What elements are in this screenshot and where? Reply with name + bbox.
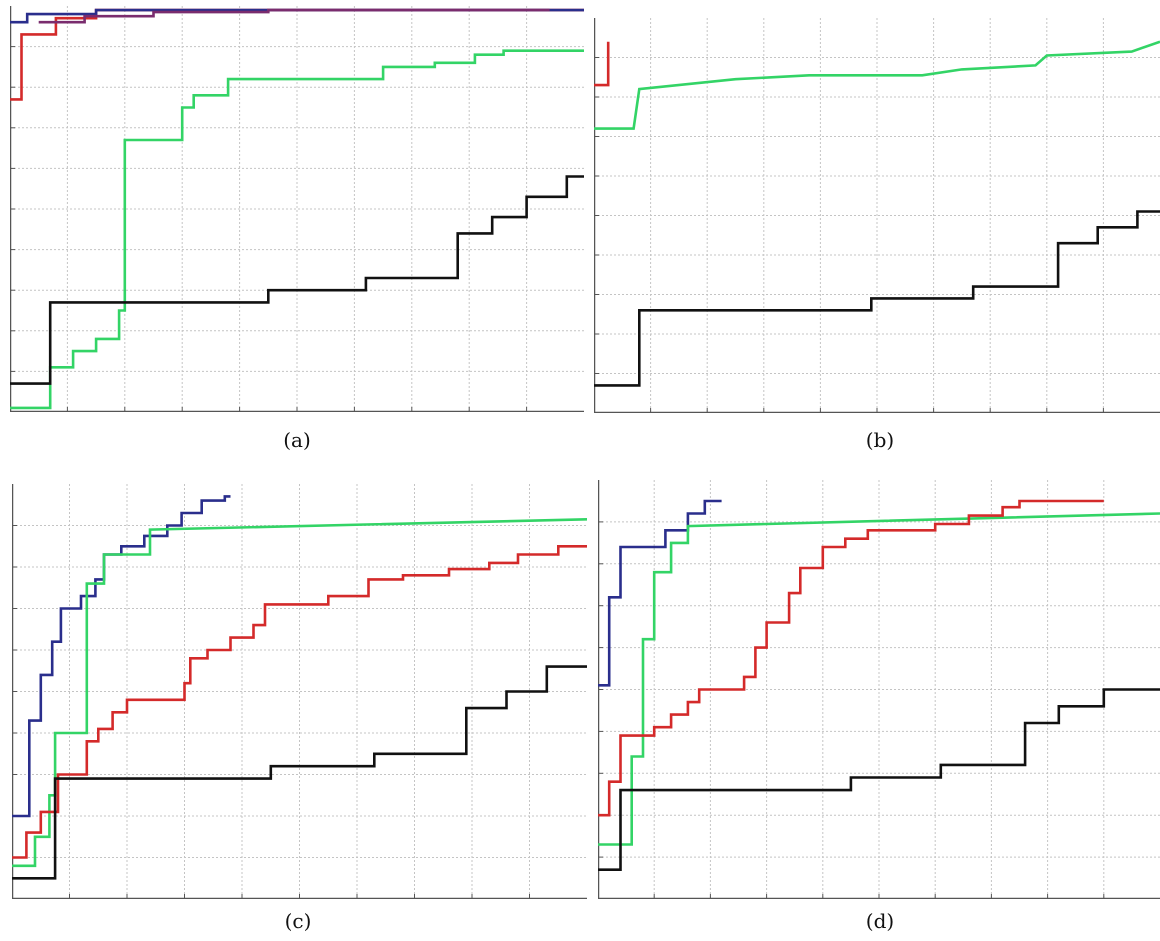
panel-a [10, 6, 584, 412]
series-line-black-c [12, 665, 587, 880]
series-line-black-d [598, 688, 1160, 872]
axis-frame [598, 480, 1160, 899]
panel-d [598, 480, 1160, 899]
series-line-black-a [10, 175, 584, 385]
series-line-green-c [12, 518, 587, 868]
series-line-purple-a [38, 8, 550, 24]
series-line-blue-c [12, 495, 231, 818]
caption-b: (b) [865, 428, 895, 452]
series-line-red-c [12, 544, 587, 859]
chart-c [12, 484, 587, 899]
series-line-red-d [598, 499, 1104, 817]
chart-a [10, 6, 584, 412]
series-line-green-b [594, 40, 1160, 130]
series-line-blue-a [10, 8, 584, 24]
axis-frame [10, 6, 584, 412]
panel-c [12, 484, 587, 899]
series-line-black-b [594, 210, 1160, 387]
chart-b [594, 18, 1160, 413]
series-line-green-d [598, 512, 1160, 846]
axis-frame [12, 484, 587, 899]
axis-frame [594, 18, 1160, 413]
series-line-green-a [10, 49, 584, 410]
caption-c: (c) [284, 909, 312, 933]
caption-d: (d) [865, 909, 895, 933]
chart-d [598, 480, 1160, 899]
series-line-red-b [594, 41, 610, 87]
caption-a: (a) [283, 428, 311, 452]
series-line-blue-d [598, 499, 722, 687]
panel-b [594, 18, 1160, 413]
